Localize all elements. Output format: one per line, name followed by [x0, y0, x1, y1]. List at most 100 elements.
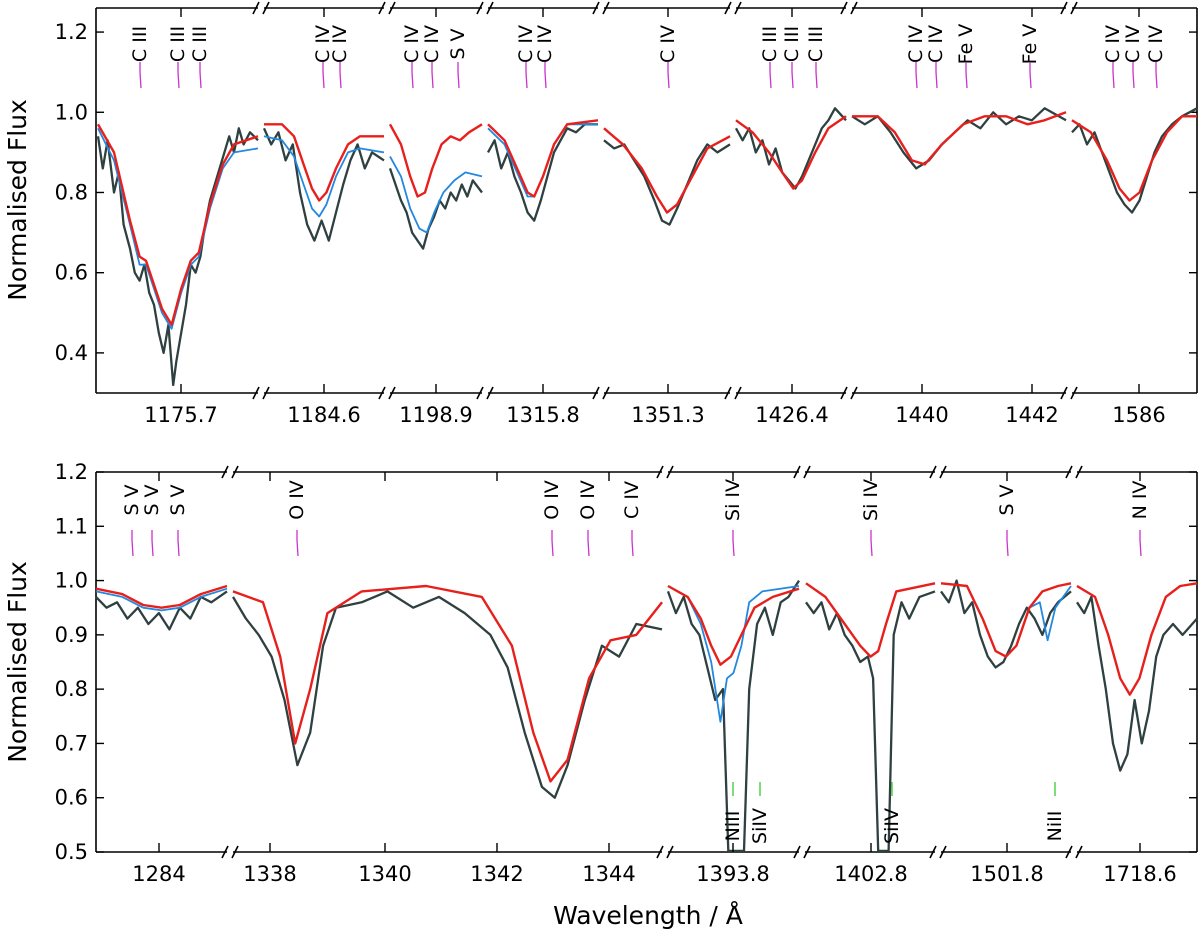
- bottom-line-id-marker: [870, 530, 873, 557]
- top-series-model-red-2: [264, 123, 384, 202]
- bottom-line-id-marker: [177, 530, 180, 557]
- top-y-tick-label: 1.2: [55, 20, 88, 44]
- top-axis-break-mark: [252, 386, 260, 400]
- top-line-id-marker: [431, 62, 434, 89]
- bottom-x-tick-label: 1342: [470, 862, 523, 886]
- top-line-id-marker: [667, 62, 670, 89]
- bottom-axis-break-mark: [803, 845, 811, 859]
- bottom-axis-break-mark: [231, 845, 239, 859]
- top-line-id-marker: [1112, 62, 1115, 89]
- bottom-line-id-label: Si IV: [722, 479, 744, 521]
- bottom-series-model-red-5: [940, 582, 1072, 658]
- bottom-x-tick-label: 1344: [582, 862, 635, 886]
- bottom-series-model-red-1: [95, 584, 228, 609]
- top-axis-break-mark: [262, 386, 270, 400]
- top-axis-break-gap: [384, 5, 390, 11]
- bottom-axis-break-mark: [793, 845, 801, 859]
- top-axis-break-gap: [1066, 5, 1072, 11]
- bottom-axis-break-mark: [793, 465, 801, 479]
- top-line-id-marker: [815, 62, 818, 89]
- bottom-axis-break-gap: [799, 849, 805, 855]
- bottom-line-id-label: Si IV: [860, 479, 882, 521]
- top-line-id-label: S V: [447, 28, 469, 59]
- bottom-y-axis-title: Normalised Flux: [3, 561, 32, 763]
- bottom-y-tick-label: 0.9: [55, 623, 88, 647]
- bottom-series-obs-6: [1076, 595, 1198, 772]
- top-axis-break-mark: [476, 386, 484, 400]
- top-axis-break-gap: [598, 390, 604, 396]
- top-axis-break-mark: [1060, 386, 1068, 400]
- bottom-series-obs-4: [805, 590, 936, 853]
- top-y-tick-label: 0.8: [55, 180, 88, 204]
- bottom-axis-break-gap: [662, 849, 668, 855]
- top-series-model-red-6: [735, 115, 847, 190]
- bottom-axis-break-mark: [803, 465, 811, 479]
- bottom-axis-break-mark: [221, 845, 229, 859]
- top-axis-break-gap: [482, 390, 488, 396]
- top-line-id-marker: [791, 62, 794, 89]
- bottom-line-id-marker: [551, 530, 554, 557]
- top-line-id-label: C IV: [905, 25, 927, 63]
- top-line-id-label: C IV: [515, 25, 537, 63]
- bottom-line-id-label: S V: [167, 484, 189, 515]
- top-line-id-marker: [457, 62, 460, 89]
- top-x-tick-label: 1315.8: [506, 403, 579, 427]
- top-line-id-marker: [177, 62, 180, 89]
- bottom-axis-break-mark: [656, 845, 664, 859]
- bottom-axis-break-mark: [929, 845, 937, 859]
- bottom-y-tick-label: 0.6: [55, 786, 88, 810]
- top-line-id-label: C III: [129, 26, 151, 62]
- bottom-ism-label: NiII: [1044, 811, 1066, 842]
- bottom-axis-break-mark: [656, 465, 664, 479]
- bottom-ism-label: NiII: [722, 811, 744, 842]
- top-series-obs-2: [262, 127, 385, 242]
- top-line-id-marker: [915, 62, 918, 89]
- top-line-id-marker: [525, 62, 528, 89]
- bottom-axis-break-gap: [935, 849, 941, 855]
- bottom-ism-label: SiIV: [881, 808, 903, 844]
- top-line-id-label: C III: [805, 26, 827, 62]
- top-axis-break-mark: [1060, 1, 1068, 15]
- top-series-obs-4: [486, 123, 598, 222]
- bottom-line-id-label: O IV: [577, 480, 599, 520]
- top-line-id-label: C IV: [1145, 25, 1167, 63]
- top-x-tick-label: 1175.7: [144, 403, 217, 427]
- top-axis-break-mark: [724, 386, 732, 400]
- bottom-x-tick-label: 1501.8: [970, 862, 1043, 886]
- top-axis-break-mark: [262, 1, 270, 15]
- bottom-line-id-label: S V: [141, 484, 163, 515]
- top-series-obs-3: [388, 168, 483, 250]
- top-series-model-blue-1: [97, 127, 259, 330]
- top-line-id-marker: [339, 62, 342, 89]
- bottom-line-id-label: O IV: [541, 480, 563, 520]
- bottom-axis-break-gap: [1071, 469, 1077, 475]
- top-axis-break-gap: [730, 5, 736, 11]
- top-axis-break-gap: [384, 390, 390, 396]
- top-x-tick-label: 1440: [895, 403, 948, 427]
- bottom-axis-break-mark: [1075, 845, 1083, 859]
- bottom-axis-break-mark: [929, 465, 937, 479]
- bottom-axis-break-mark: [221, 465, 229, 479]
- bottom-axis-break-gap: [227, 469, 233, 475]
- bottom-axis-break-mark: [1065, 845, 1073, 859]
- bottom-line-id-marker: [151, 530, 154, 557]
- bottom-axis-break-gap: [1071, 849, 1077, 855]
- top-line-id-label: C III: [759, 26, 781, 62]
- bottom-x-tick-label: 1718.6: [1103, 862, 1176, 886]
- bottom-axis-break-mark: [666, 845, 674, 859]
- top-line-id-marker: [1132, 62, 1135, 89]
- top-line-id-marker: [769, 62, 772, 89]
- top-axis-break-mark: [840, 386, 848, 400]
- top-x-tick-label: 1586: [1112, 403, 1165, 427]
- bottom-x-tick-label: 1338: [243, 862, 296, 886]
- bottom-line-id-label: S V: [121, 484, 143, 515]
- top-axis-break-mark: [734, 386, 742, 400]
- top-axis-break-mark: [592, 1, 600, 15]
- top-axis-break-mark: [486, 386, 494, 400]
- top-axis-break-gap: [482, 5, 488, 11]
- top-line-id-label: C III: [189, 26, 211, 62]
- top-axis-break-gap: [258, 5, 264, 11]
- top-axis-break-gap: [1066, 390, 1072, 396]
